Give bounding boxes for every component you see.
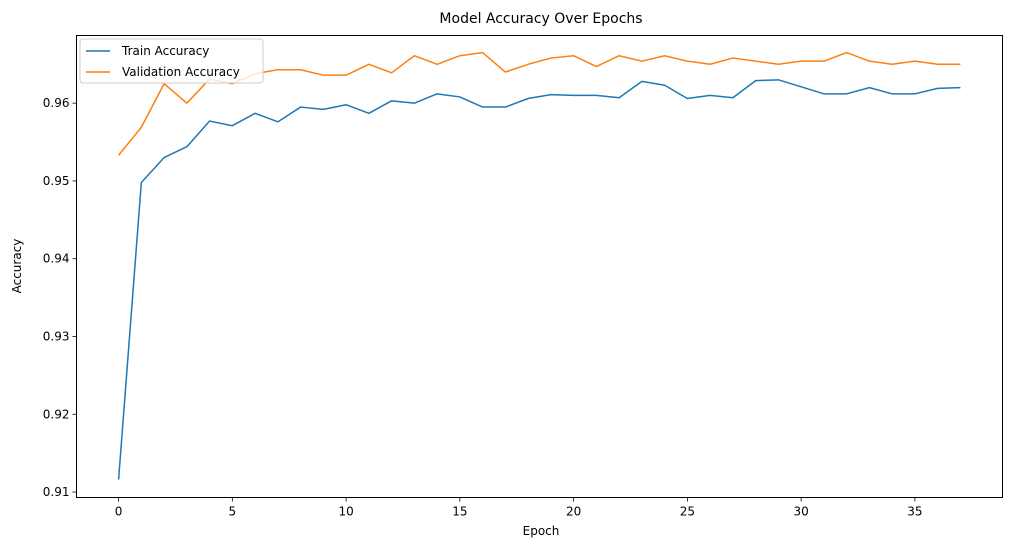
- x-tick-label: 5: [229, 505, 237, 519]
- y-tick-label: 0.95: [43, 174, 70, 188]
- x-axis: 0 5 10 15 20 25 30 35: [115, 497, 923, 519]
- legend-box: [79, 38, 264, 84]
- x-tick-label: 10: [338, 505, 353, 519]
- y-tick-label: 0.92: [43, 407, 70, 421]
- legend-train-label: Train Accuracy: [121, 44, 209, 58]
- x-tick-label: 35: [907, 505, 922, 519]
- x-tick-label: 20: [566, 505, 581, 519]
- legend-validation-label: Validation Accuracy: [122, 65, 240, 79]
- plot-area: [117, 51, 961, 480]
- y-tick-label: 0.94: [43, 252, 70, 266]
- legend: Train Accuracy Validation Accuracy: [79, 38, 264, 84]
- chart-title: Model Accuracy Over Epochs: [439, 11, 642, 27]
- plot-frame: [76, 35, 1003, 498]
- x-axis-label: Epoch: [523, 524, 560, 538]
- y-axis-label: Accuracy: [10, 239, 24, 294]
- x-tick-label: 15: [452, 505, 467, 519]
- y-tick-label: 0.93: [43, 330, 70, 344]
- x-tick-label: 0: [115, 505, 123, 519]
- x-tick-label: 25: [680, 505, 695, 519]
- y-axis: 0.91 0.92 0.93 0.94 0.95 0.96: [43, 96, 77, 499]
- y-tick-label: 0.91: [43, 485, 70, 499]
- y-tick-label: 0.96: [43, 96, 70, 110]
- series-line-train: [117, 79, 961, 480]
- x-tick-label: 30: [794, 505, 809, 519]
